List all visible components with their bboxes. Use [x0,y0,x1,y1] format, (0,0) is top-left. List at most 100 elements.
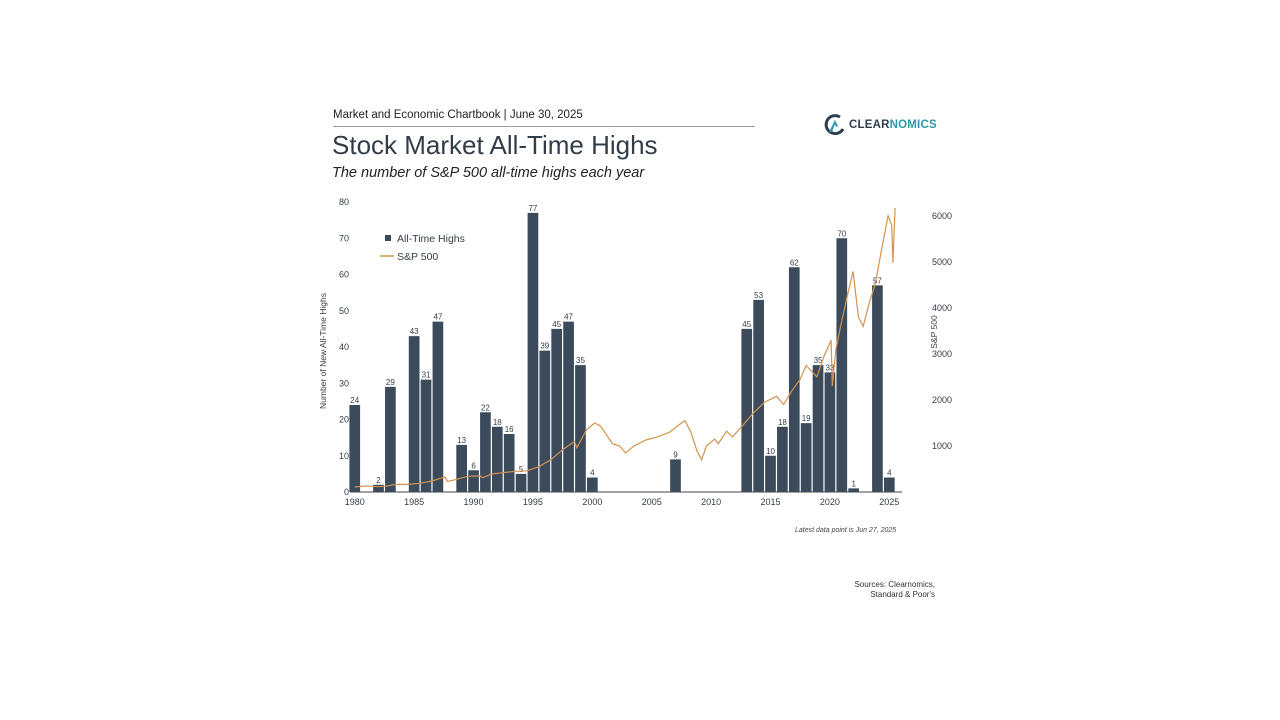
bar-value-label: 22 [481,403,490,412]
y-tick-label: 60 [339,270,349,280]
bar-value-label: 19 [802,414,811,423]
bar [670,459,681,492]
bar [539,350,551,492]
legend-label-sp500: S&P 500 [397,251,438,263]
bar-value-label: 9 [673,450,678,459]
bar [575,365,586,492]
bar [824,372,836,492]
bar-value-label: 45 [742,320,751,329]
y-tick-label: 50 [339,306,349,316]
bar [349,405,361,492]
page-title: Stock Market All-Time Highs [332,130,658,160]
bar-value-label: 39 [540,342,549,351]
bar [563,321,574,492]
bar [872,285,883,492]
bar-value-label: 4 [590,469,595,478]
y2-tick-label: 5000 [932,257,952,267]
y2-tick-label: 1000 [932,441,952,451]
bar [765,455,776,492]
x-tick-label: 1990 [464,497,484,507]
bar [777,426,788,492]
x-tick-label: 2005 [642,497,662,507]
y2-tick-label: 6000 [932,211,952,221]
x-tick-label: 1985 [404,497,424,507]
clearnomics-logo-text: CLEARNOMICS [849,119,937,131]
x-tick-label: 2010 [701,497,721,507]
latest-data-note: Latest data point is Jun 27, 2025 [795,527,897,534]
bar-value-label: 4 [887,469,892,478]
bar [432,321,444,492]
bar-value-label: 13 [457,436,466,445]
sources-line-1: Sources: Clearnomics, [854,580,935,589]
bar [456,444,468,492]
bar [408,336,420,492]
x-tick-label: 2025 [879,497,899,507]
bar [515,473,527,492]
y-tick-label: 0 [344,487,349,497]
bar [527,212,539,492]
y-tick-label: 10 [339,451,349,461]
all-time-highs-chart: 0 10 20 30 40 50 60 70 80 1000 2000 3000 4000 5000 600… [318,197,952,507]
bar-value-label: 47 [433,313,442,322]
y-tick-label: 40 [339,342,349,352]
y-tick-label: 80 [339,197,349,207]
bar [741,328,753,492]
y-tick-label: 20 [339,415,349,425]
sources-line-2: Standard & Poor's [870,590,935,599]
bar [373,484,384,492]
bar-value-label: 62 [790,258,799,267]
y-axis-title: Number of New All-Time Highs [318,293,328,409]
bar-value-label: 43 [410,327,419,336]
bar-value-label: 1 [851,479,856,488]
y-tick-label: 70 [339,233,349,243]
x-tick-label: 2000 [582,497,602,507]
bar-value-label: 35 [814,356,823,365]
header-divider [333,126,755,127]
bar-value-label: 31 [422,371,431,380]
bar-value-label: 77 [528,204,537,213]
bar [753,299,764,492]
bar [836,238,848,492]
bar [480,412,491,492]
bar-value-label: 10 [766,447,775,456]
y2-tick-label: 4000 [932,303,952,313]
bar-value-label: 57 [873,276,882,285]
bar-value-label: 47 [564,313,573,322]
x-tick-label: 2015 [761,497,781,507]
bar [468,470,479,492]
x-tick-label: 1995 [523,497,543,507]
page-subtitle: The number of S&P 500 all-time highs eac… [332,165,645,181]
bar [883,477,895,492]
clearnomics-logo: CLEARNOMICS [824,114,937,136]
bar-value-label: 18 [778,418,787,427]
bar-value-label: 2 [376,476,381,485]
bar-value-label: 33 [825,363,834,372]
y-tick-label: 30 [339,378,349,388]
bar-value-label: 70 [837,229,846,238]
y2-tick-label: 2000 [932,395,952,405]
bar [800,423,812,492]
header-top-line: Market and Economic Chartbook | June 30,… [333,109,583,121]
bar-value-label: 29 [386,378,395,387]
bar [503,434,515,492]
bar [586,477,598,492]
bar-value-label: 35 [576,356,585,365]
y2-tick-label: 3000 [932,349,952,359]
sources-note: Sources: Clearnomics, Standard & Poor's [820,580,935,600]
y2-axis-title: S&P 500 [929,315,939,349]
legend-label-all-time-highs: All-Time Highs [397,233,465,245]
bar-value-label: 6 [471,461,476,470]
sp500-line [354,207,896,488]
bar [385,386,396,492]
bar-value-label: 18 [493,418,502,427]
legend-bar-swatch [385,235,391,241]
bar-value-label: 24 [350,396,359,405]
bar [491,426,503,492]
bar-value-label: 45 [552,320,561,329]
bar [551,328,563,492]
x-tick-label: 2020 [820,497,840,507]
bar [420,379,432,492]
bar-value-label: 5 [519,465,524,474]
bar-value-label: 16 [505,425,514,434]
clearnomics-logo-icon [824,114,845,136]
